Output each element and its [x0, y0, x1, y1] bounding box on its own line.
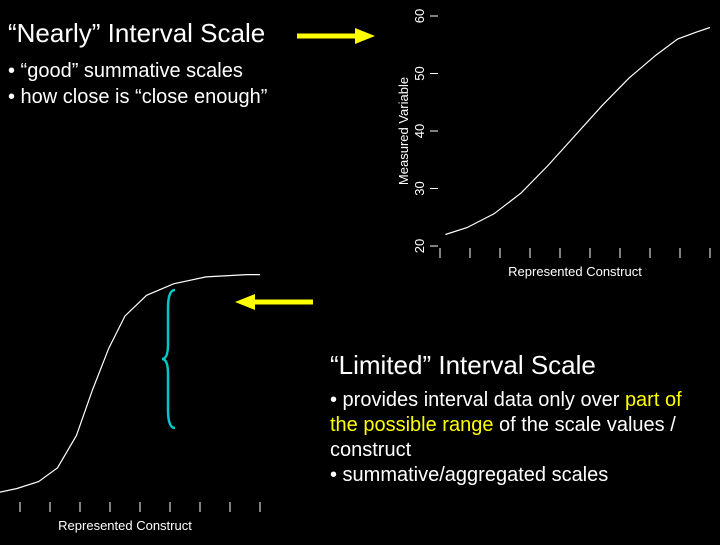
arrow-right-icon [295, 26, 375, 46]
bullet-top-1: • “good” summative scales [8, 58, 267, 84]
title-limited-interval: “Limited” Interval Scale [330, 350, 596, 381]
svg-text:Measured Variable: Measured Variable [396, 77, 411, 185]
svg-text:60: 60 [412, 9, 427, 23]
bullets-top: • “good” summative scales • how close is… [8, 58, 267, 110]
svg-text:50: 50 [412, 66, 427, 80]
bullet-bottom-1: • provides interval data only over part … [330, 388, 710, 463]
bullet-bottom-1-pre: • provides interval data only over [330, 389, 625, 411]
bullets-bottom: • provides interval data only over part … [330, 388, 710, 488]
chart-nearly-interval: 20 30 40 50 60 Measured Variable Represented C… [390, 6, 720, 286]
brace-icon [160, 288, 180, 430]
svg-text:20: 20 [412, 239, 427, 253]
arrow-left-icon [235, 292, 315, 312]
title-nearly-interval: “Nearly” Interval Scale [8, 18, 265, 49]
svg-text:Represented Construct: Represented Construct [508, 264, 642, 279]
bullet-bottom-2-pre: • summative/aggregated scales [330, 464, 608, 486]
svg-text:30: 30 [412, 181, 427, 195]
svg-text:40: 40 [412, 124, 427, 138]
bullet-top-2: • how close is “close enough” [8, 84, 267, 110]
svg-text:Represented Construct: Represented Construct [58, 518, 192, 533]
chart-limited-interval: 2030405060Measured VariableRepresented C… [0, 260, 270, 540]
bullet-bottom-2: • summative/aggregated scales [330, 463, 710, 488]
